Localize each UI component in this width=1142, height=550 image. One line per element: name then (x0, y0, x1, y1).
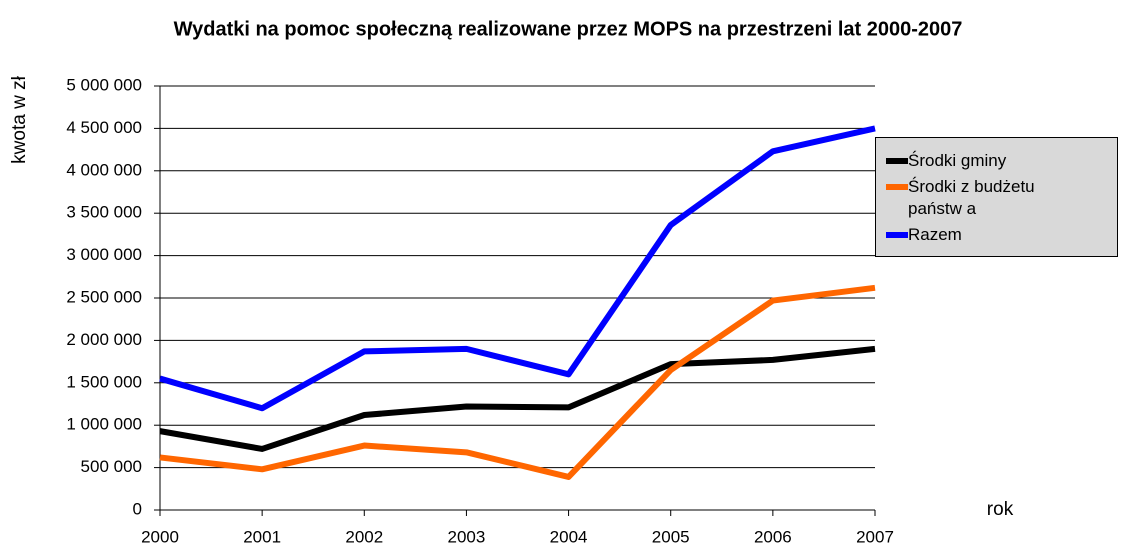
y-tick-label: 3 500 000 (66, 203, 142, 222)
x-tick-label: 2006 (754, 527, 792, 546)
legend-swatch (886, 184, 908, 190)
y-tick-label: 4 500 000 (66, 118, 142, 137)
series-line (159, 125, 876, 412)
y-tick-label: 3 000 000 (66, 245, 142, 264)
x-tick-label: 2005 (652, 527, 690, 546)
y-tick-label: 1 500 000 (66, 372, 142, 391)
y-tick-label: 4 000 000 (66, 160, 142, 179)
y-axis-label: kwota w zł (9, 75, 30, 163)
series-line (159, 284, 876, 480)
legend-entry: Środki z budżetu państw a (886, 176, 1109, 220)
x-tick-label: 2003 (448, 527, 486, 546)
x-tick-label: 2002 (345, 527, 383, 546)
x-tick-label: 2007 (856, 527, 894, 546)
y-tick-label: 2 000 000 (66, 330, 142, 349)
y-tick-label: 500 000 (81, 457, 142, 476)
legend-swatch (886, 158, 908, 164)
x-tick-label: 2004 (550, 527, 588, 546)
series-line (159, 345, 876, 452)
legend: Środki gminy Środki z budżetu państw a Raz… (875, 137, 1118, 257)
legend-label: Razem (908, 225, 962, 244)
x-tick-label: 2001 (243, 527, 281, 546)
chart-title: Wydatki na pomoc społeczną realizowane p… (174, 18, 963, 40)
y-tick-label: 5 000 000 (66, 75, 142, 94)
legend-label: Środki z budżetu państw a (908, 177, 1035, 218)
y-tick-label: 2 500 000 (66, 287, 142, 306)
y-tick-label: 1 000 000 (66, 415, 142, 434)
legend-swatch (886, 232, 908, 238)
y-tick-label: 0 (133, 499, 142, 518)
legend-label: Środki gminy (908, 151, 1007, 170)
x-tick-label: 2000 (141, 527, 179, 546)
legend-entry: Środki gminy (886, 150, 1109, 172)
legend-entry: Razem (886, 224, 1109, 246)
x-axis-label: rok (987, 499, 1014, 520)
